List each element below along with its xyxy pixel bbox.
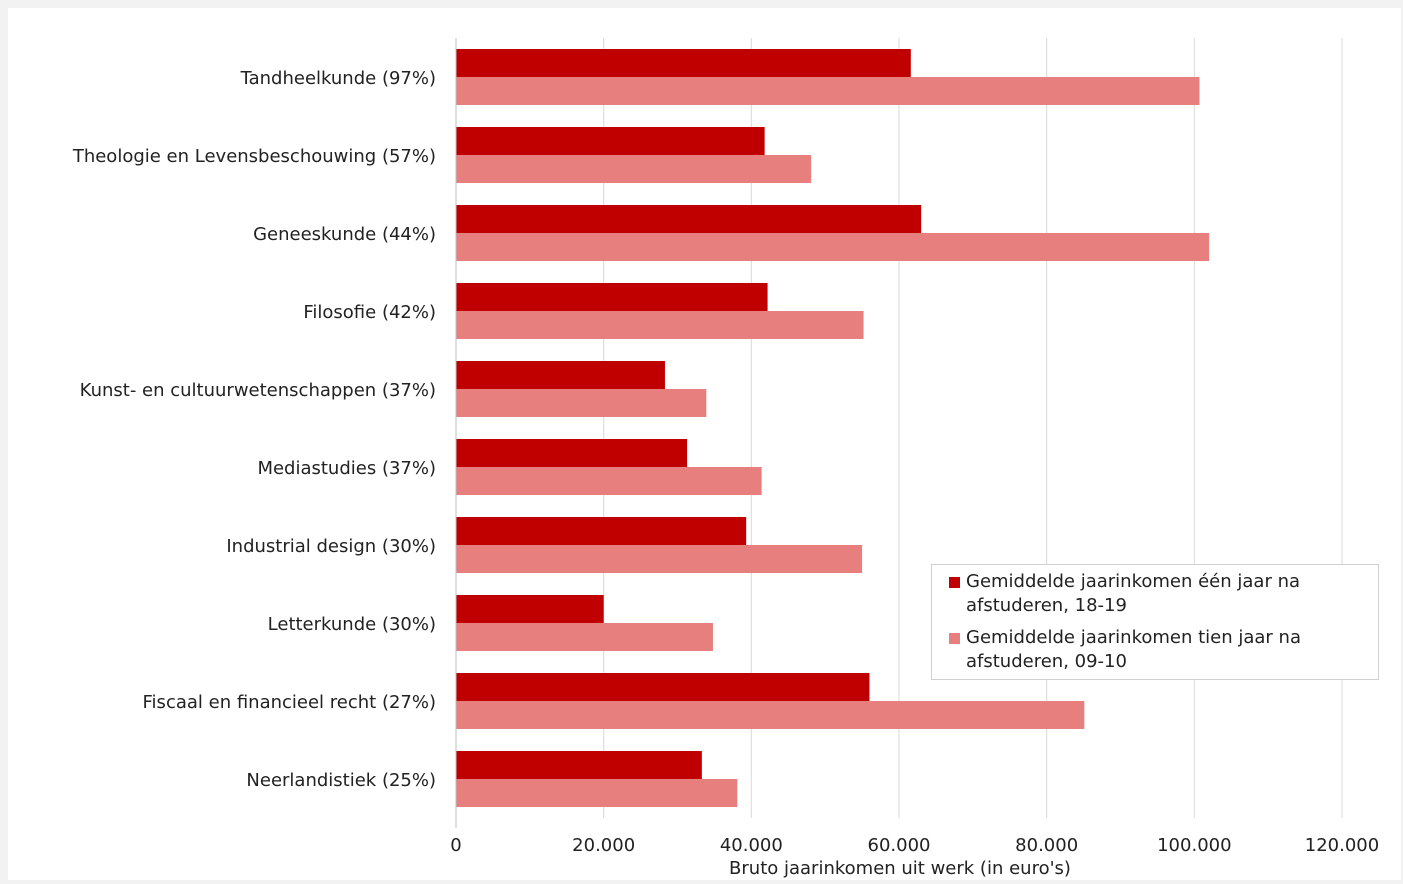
x-tick-label: 120.000 xyxy=(1305,835,1379,856)
x-tick-label: 40.000 xyxy=(720,835,783,856)
bar-series-2 xyxy=(456,233,1210,261)
legend-swatch-series-2 xyxy=(949,633,960,644)
bar-series-2 xyxy=(456,779,738,807)
bar-series-2 xyxy=(456,623,713,651)
x-tick-label: 100.000 xyxy=(1157,835,1231,856)
x-tick-label: 20.000 xyxy=(572,835,635,856)
category-label: Mediastudies (37%) xyxy=(257,458,436,479)
category-label: Tandheelkunde (97%) xyxy=(240,68,436,89)
bar-series-1 xyxy=(456,517,747,545)
bar-series-2 xyxy=(456,701,1085,729)
x-tick-label: 60.000 xyxy=(868,835,931,856)
bar-series-2 xyxy=(456,155,812,183)
bar-series-2 xyxy=(456,467,762,495)
x-axis-title: Bruto jaarinkomen uit werk (in euro's) xyxy=(729,858,1071,879)
category-label: Kunst- en cultuurwetenschappen (37%) xyxy=(80,380,436,401)
legend-label-series-1: Gemiddelde jaarinkomen één jaar na afstu… xyxy=(966,571,1301,616)
bar-series-2 xyxy=(456,311,864,339)
category-label: Geneeskunde (44%) xyxy=(253,224,436,245)
x-tick-labels: 0 20.000 40.000 60.000 80.000 100.000 120.000 xyxy=(450,835,1379,856)
bar-series-1 xyxy=(456,127,765,155)
category-label: Letterkunde (30%) xyxy=(268,614,436,635)
bar-series-1 xyxy=(456,49,911,77)
bar-series-2 xyxy=(456,545,863,573)
bar-series-1 xyxy=(456,751,702,779)
legend-item-series-2: Gemiddelde jaarinkomen tien jaar na afst… xyxy=(949,626,1378,674)
bar-series-1 xyxy=(456,283,768,311)
bar-series-1 xyxy=(456,205,922,233)
bar-series-1 xyxy=(456,595,604,623)
bar-series-1 xyxy=(456,673,870,701)
bar-series-2 xyxy=(456,389,707,417)
legend-swatch-series-1 xyxy=(949,577,960,588)
legend-label-series-2: Gemiddelde jaarinkomen tien jaar na afst… xyxy=(966,627,1301,672)
category-label: Theologie en Levensbeschouwing (57%) xyxy=(72,146,436,167)
x-tick-label: 80.000 xyxy=(1015,835,1078,856)
bar-series-2 xyxy=(456,77,1200,105)
category-label: Neerlandistiek (25%) xyxy=(246,770,436,791)
bar-series-1 xyxy=(456,439,688,467)
legend: Gemiddelde jaarinkomen één jaar na afstu… xyxy=(931,564,1379,680)
category-label: Industrial design (30%) xyxy=(226,536,436,557)
category-labels: Tandheelkunde (97%) Theologie en Levensbe… xyxy=(72,68,436,791)
category-label: Fiscaal en financieel recht (27%) xyxy=(143,692,436,713)
bar-series-1 xyxy=(456,361,665,389)
bars xyxy=(456,49,1210,807)
x-tick-label: 0 xyxy=(450,835,461,856)
category-label: Filosofie (42%) xyxy=(303,302,436,323)
legend-item-series-1: Gemiddelde jaarinkomen één jaar na afstu… xyxy=(949,570,1378,618)
